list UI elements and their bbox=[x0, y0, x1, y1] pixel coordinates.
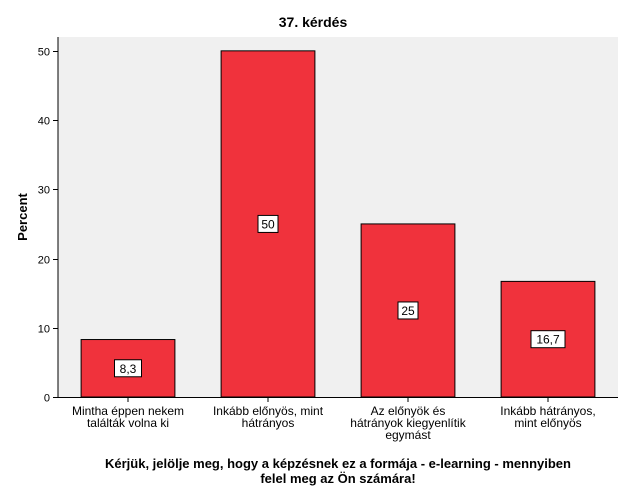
data-label: 16,7 bbox=[536, 333, 560, 347]
y-tick-label: 30 bbox=[38, 185, 50, 197]
data-label-box bbox=[114, 359, 142, 378]
x-tick-label: hátrányok kiegyenlítik bbox=[350, 416, 466, 430]
bars-group: 8,3 50 25 16,7 bbox=[80, 50, 596, 398]
y-tick-label: 20 bbox=[38, 255, 50, 267]
y-tick-label: 50 bbox=[38, 47, 50, 59]
x-axis-label-line-2: felel meg az Ön számára! bbox=[260, 471, 415, 486]
data-label-box bbox=[257, 214, 279, 233]
x-tick-label: mint előnyös bbox=[514, 416, 581, 430]
x-tick-label: Inkább előnyös, mint bbox=[213, 404, 324, 418]
x-tick-label: hátrányos bbox=[242, 416, 295, 430]
x-tick-label: Mintha éppen nekem bbox=[72, 404, 184, 418]
y-tick-label: 40 bbox=[38, 116, 50, 128]
y-axis: 0 10 20 30 40 50 bbox=[38, 37, 59, 405]
data-label-box bbox=[530, 330, 566, 349]
data-label: 50 bbox=[261, 217, 275, 231]
x-tick-label: találták volna ki bbox=[87, 416, 169, 430]
chart-title: 37. kérdés bbox=[279, 14, 348, 30]
x-tick-label: egymást bbox=[385, 428, 431, 442]
y-tick-label: 0 bbox=[44, 393, 50, 405]
x-tick-label: Inkább hátrányos, bbox=[500, 404, 595, 418]
data-label: 25 bbox=[401, 304, 415, 318]
y-axis-label: Percent bbox=[15, 192, 30, 240]
x-axis-label-line-1: Kérjük, jelölje meg, hogy a képzésnek ez… bbox=[105, 456, 571, 471]
data-label: 8,3 bbox=[120, 362, 137, 376]
data-label-box bbox=[397, 301, 419, 320]
y-tick-label: 10 bbox=[38, 324, 50, 336]
x-tick-label: Az előnyök és bbox=[371, 404, 446, 418]
